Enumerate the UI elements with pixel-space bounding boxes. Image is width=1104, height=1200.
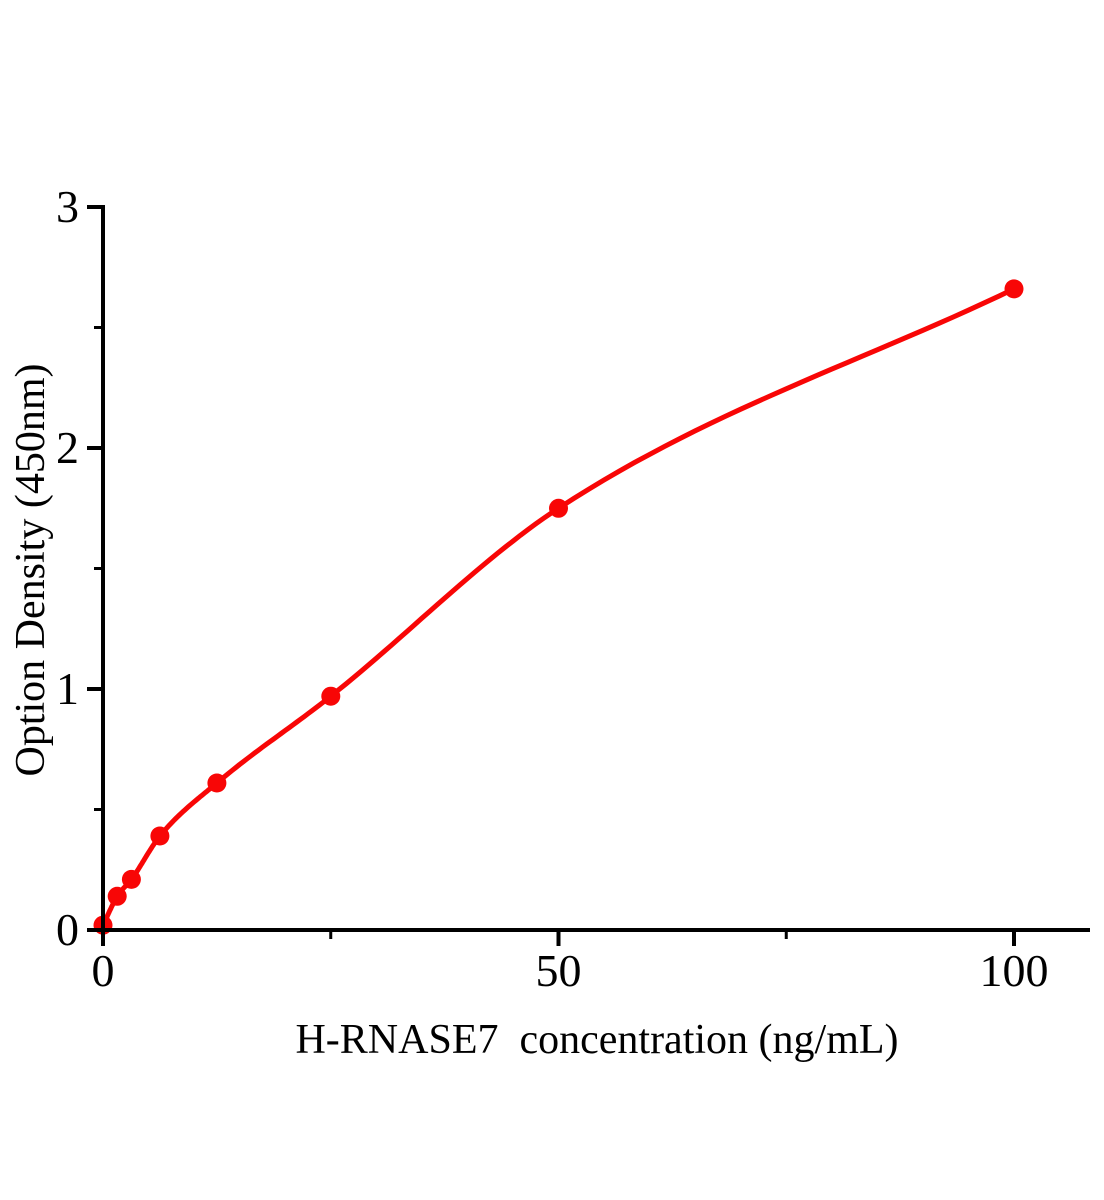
y-tick-label: 3 [56, 181, 79, 232]
data-point [121, 869, 141, 889]
x-axis-label: H-RNASE7 concentration (ng/mL) [295, 1017, 898, 1063]
y-tick-label: 1 [56, 663, 79, 714]
data-point [207, 773, 227, 793]
x-tick-label: 100 [980, 945, 1049, 996]
data-point [321, 686, 341, 706]
data-point [1004, 279, 1024, 299]
x-tick-label: 50 [536, 945, 582, 996]
fit-curve [100, 286, 1017, 928]
plot-area: 0 50 100 0 1 2 3 [56, 181, 1090, 996]
data-point [549, 498, 568, 518]
x-tick-label: 0 [92, 945, 115, 996]
y-tick-label: 0 [56, 904, 79, 955]
data-point [150, 826, 170, 846]
y-axis-label: Option Density (450nm) [8, 364, 54, 777]
y-tick-label: 2 [56, 422, 79, 473]
data-point [107, 886, 127, 906]
